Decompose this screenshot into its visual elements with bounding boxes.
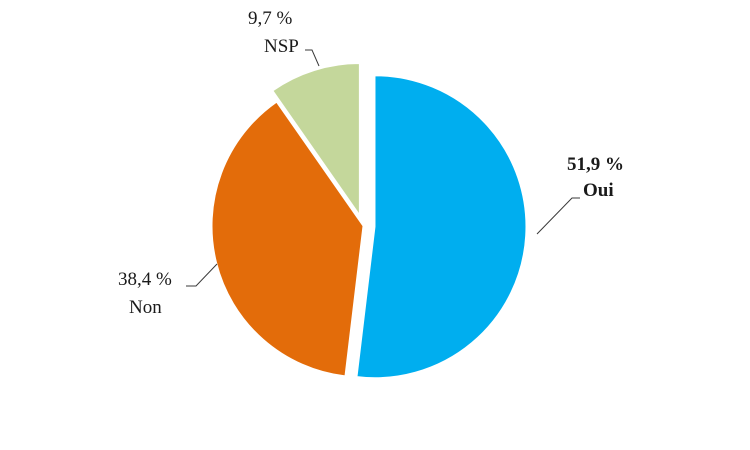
pie-slice-non: [211, 101, 364, 377]
pie-slice-oui: [356, 75, 527, 379]
slice-label-value-oui: 51,9 %: [567, 154, 624, 175]
pie-slice-nsp: [272, 63, 360, 217]
leader-line-non: [186, 263, 218, 287]
leader-line-nsp: [305, 49, 320, 67]
pie-slices: [211, 63, 527, 379]
slice-label-name-non: Non: [129, 297, 162, 318]
slice-label-name-oui: Oui: [583, 180, 614, 201]
slice-label-value-non: 38,4 %: [118, 269, 172, 290]
slice-label-name-nsp: NSP: [264, 36, 299, 57]
leader-line-oui: [536, 197, 580, 235]
slice-label-value-nsp: 9,7 %: [248, 8, 293, 29]
